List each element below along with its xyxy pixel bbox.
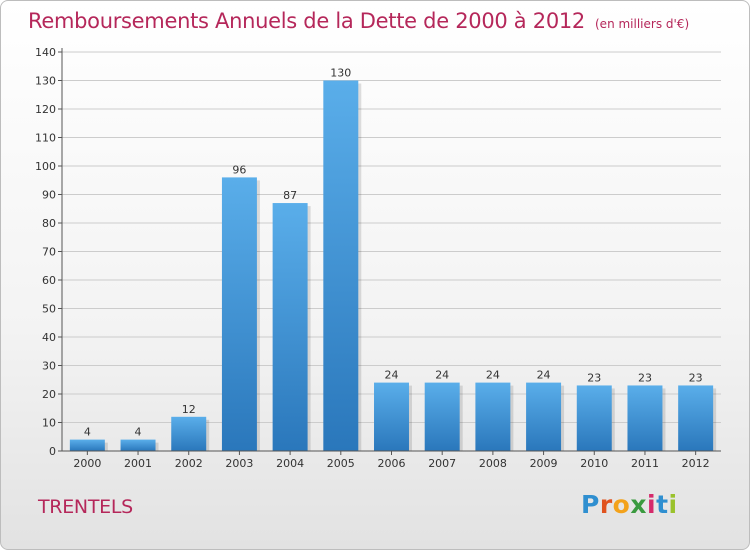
logo-letter: i [647,490,657,519]
bar-2008 [475,382,511,451]
bar-2009 [526,382,562,451]
data-label: 24 [486,369,500,382]
y-tick-label: 120 [35,103,56,116]
x-tick-label: 2007 [428,457,456,470]
y-tick-label: 110 [35,132,56,145]
y-tick-label: 130 [35,75,56,88]
y-tick-label: 140 [35,46,56,59]
y-tick-label: 80 [42,217,56,230]
data-label: 4 [84,426,91,439]
x-tick-label: 2009 [530,457,558,470]
data-label: 96 [232,163,246,176]
logo-letter: x [630,490,647,519]
data-label: 130 [330,67,351,80]
bar-2007 [424,382,460,451]
bar-2006 [374,382,409,451]
logo-letter: P [581,490,600,519]
y-tick-label: 60 [42,274,56,287]
bar-2005 [323,80,359,451]
x-tick-label: 2005 [327,457,355,470]
labels: 0 10 20 30 40 50 60 70 80 90 100 110 120 130 140 4 2000 4… [35,46,710,470]
x-tick-label: 2006 [378,457,406,470]
bar-2000 [69,439,105,451]
y-tick-label: 30 [42,360,56,373]
y-tick-label: 0 [49,445,56,458]
bar-2004 [272,203,308,451]
logo-letter: t [656,490,669,519]
x-tick-label: 2001 [124,457,152,470]
bar-2002 [171,416,207,451]
data-label: 23 [638,371,652,384]
axes [58,48,721,455]
bars [69,80,717,451]
proxiti-logo: Proxiti [581,490,678,519]
x-tick-label: 2011 [631,457,659,470]
y-tick-label: 10 [42,417,56,430]
bar-2011 [627,385,663,451]
data-label: 23 [587,371,601,384]
data-label: 87 [283,189,297,202]
y-tick-label: 40 [42,331,56,344]
data-label: 24 [385,369,399,382]
y-tick-label: 20 [42,388,56,401]
bar-2003 [221,177,257,451]
x-tick-label: 2000 [73,457,101,470]
bar-2010 [576,385,612,451]
logo-letter: o [612,490,631,519]
y-tick-label: 50 [42,303,56,316]
grid-lines [62,51,721,423]
x-tick-label: 2010 [580,457,608,470]
logo-letter: i [668,490,678,519]
x-tick-label: 2004 [276,457,304,470]
unit-note: (en milliers d'€) [595,17,690,31]
data-label: 12 [182,403,196,416]
y-tick-label: 70 [42,246,56,259]
x-tick-label: 2012 [682,457,710,470]
data-label: 24 [435,369,449,382]
x-tick-label: 2003 [225,457,253,470]
x-tick-label: 2008 [479,457,507,470]
data-label: 23 [689,371,703,384]
data-label: 24 [537,369,551,382]
bar-2001 [120,439,156,451]
logo-letter: r [599,490,613,519]
x-tick-label: 2002 [175,457,203,470]
bar-2012 [678,385,714,451]
chart-title: Remboursements Annuels de la Dette de 20… [28,9,689,33]
commune-name: TRENTELS [38,496,133,518]
y-tick-label: 100 [35,160,56,173]
y-tick-label: 90 [42,189,56,202]
chart-title-text: Remboursements Annuels de la Dette de 20… [28,9,585,33]
data-label: 4 [135,426,142,439]
